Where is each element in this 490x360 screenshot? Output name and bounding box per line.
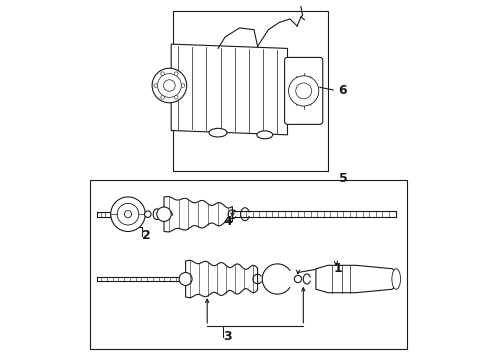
Polygon shape bbox=[186, 260, 258, 298]
Circle shape bbox=[145, 211, 151, 217]
Ellipse shape bbox=[392, 269, 400, 289]
Text: 6: 6 bbox=[339, 84, 347, 96]
Circle shape bbox=[181, 84, 185, 87]
Text: 5: 5 bbox=[339, 172, 347, 185]
Ellipse shape bbox=[257, 131, 273, 139]
Bar bbox=[173, 11, 328, 171]
Circle shape bbox=[157, 207, 171, 221]
Circle shape bbox=[111, 197, 145, 231]
Bar bbox=[90, 180, 407, 349]
Circle shape bbox=[152, 68, 187, 103]
Circle shape bbox=[294, 275, 301, 283]
Circle shape bbox=[161, 95, 164, 99]
Polygon shape bbox=[171, 44, 288, 135]
Polygon shape bbox=[316, 265, 396, 293]
Circle shape bbox=[174, 95, 178, 99]
Circle shape bbox=[296, 83, 312, 99]
Polygon shape bbox=[164, 197, 232, 232]
Circle shape bbox=[157, 74, 181, 97]
Text: 4: 4 bbox=[223, 215, 232, 228]
FancyBboxPatch shape bbox=[285, 57, 323, 124]
Ellipse shape bbox=[209, 129, 227, 137]
Text: 3: 3 bbox=[223, 330, 232, 343]
Text: 1: 1 bbox=[333, 262, 342, 275]
Circle shape bbox=[289, 76, 319, 106]
Circle shape bbox=[117, 203, 139, 225]
Circle shape bbox=[124, 211, 132, 218]
Text: 2: 2 bbox=[143, 229, 151, 242]
Circle shape bbox=[161, 72, 164, 76]
Circle shape bbox=[154, 84, 157, 87]
Circle shape bbox=[174, 72, 178, 76]
Circle shape bbox=[179, 273, 192, 285]
Circle shape bbox=[164, 80, 175, 91]
